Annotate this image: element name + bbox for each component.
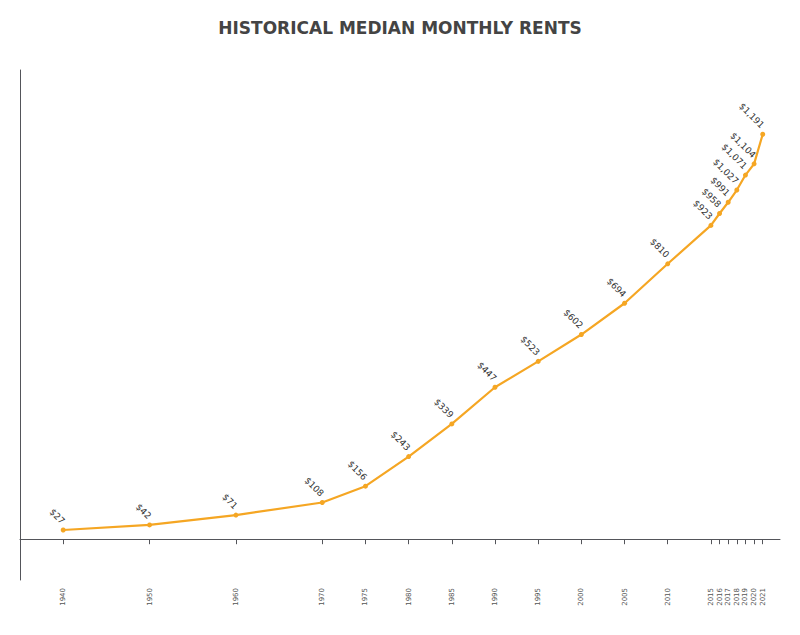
svg-text:HISTORICAL MEDIAN MONTHLY RENT: HISTORICAL MEDIAN MONTHLY RENTS bbox=[218, 18, 582, 38]
svg-text:2005: 2005 bbox=[621, 588, 629, 606]
svg-text:$243: $243 bbox=[389, 429, 412, 452]
svg-text:$156: $156 bbox=[346, 459, 369, 482]
svg-text:$694: $694 bbox=[605, 276, 628, 299]
svg-text:$42: $42 bbox=[134, 502, 153, 521]
svg-text:2019: 2019 bbox=[741, 588, 749, 606]
svg-text:$1,027: $1,027 bbox=[711, 156, 741, 187]
svg-text:$602: $602 bbox=[562, 307, 585, 330]
svg-text:$71: $71 bbox=[220, 492, 239, 511]
svg-text:2015: 2015 bbox=[707, 588, 715, 606]
svg-text:1985: 1985 bbox=[448, 588, 456, 606]
svg-text:$958: $958 bbox=[699, 186, 724, 210]
svg-text:1990: 1990 bbox=[491, 588, 499, 606]
svg-text:1950: 1950 bbox=[146, 588, 154, 606]
svg-text:$991: $991 bbox=[708, 175, 732, 199]
svg-text:$339: $339 bbox=[432, 397, 455, 420]
svg-text:$447: $447 bbox=[475, 360, 498, 383]
svg-text:2018: 2018 bbox=[733, 588, 741, 606]
svg-text:1995: 1995 bbox=[534, 588, 542, 606]
svg-text:2021: 2021 bbox=[759, 588, 767, 606]
svg-text:$27: $27 bbox=[48, 507, 67, 526]
svg-text:1970: 1970 bbox=[318, 588, 326, 606]
svg-text:2017: 2017 bbox=[724, 588, 732, 606]
svg-text:$1,071: $1,071 bbox=[719, 141, 749, 172]
svg-text:1960: 1960 bbox=[232, 588, 240, 606]
svg-text:2000: 2000 bbox=[577, 588, 585, 606]
svg-text:1975: 1975 bbox=[361, 588, 369, 606]
svg-text:$810: $810 bbox=[648, 237, 671, 260]
svg-text:$1,191: $1,191 bbox=[737, 101, 766, 130]
svg-text:$923: $923 bbox=[691, 198, 715, 222]
svg-text:$523: $523 bbox=[518, 334, 541, 357]
svg-text:1940: 1940 bbox=[59, 588, 67, 606]
svg-text:1980: 1980 bbox=[405, 588, 413, 606]
svg-text:2020: 2020 bbox=[750, 588, 758, 606]
svg-text:$108: $108 bbox=[303, 475, 326, 498]
svg-text:2010: 2010 bbox=[664, 588, 672, 606]
svg-text:2016: 2016 bbox=[716, 587, 724, 605]
svg-text:$1,104: $1,104 bbox=[728, 131, 758, 161]
